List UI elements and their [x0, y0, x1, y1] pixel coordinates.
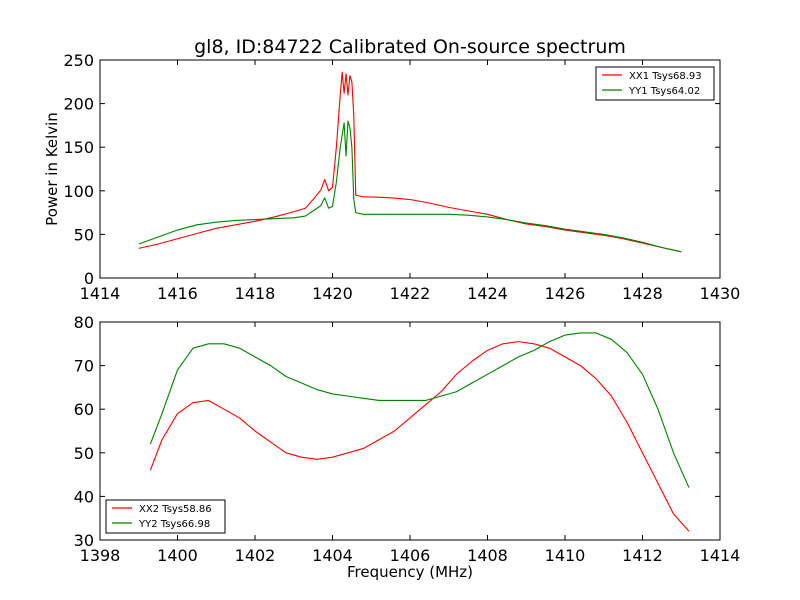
- top-series-line-1: [138, 71, 682, 253]
- top-x-tick-label: 1422: [390, 284, 431, 303]
- top-y-tick-label: 250: [63, 51, 94, 70]
- bottom-legend-box: [105, 499, 226, 534]
- bottom-x-tick-label: 1408: [467, 546, 508, 565]
- top-y-tick-label: 150: [63, 138, 94, 157]
- bottom-x-tick-label: 1400: [157, 546, 198, 565]
- bottom-legend: XX2 Tsys58.86 YY2 Tsys66.98: [105, 499, 226, 534]
- bottom-x-tick-label: 1402: [235, 546, 276, 565]
- chart-title: gl8, ID:84722 Calibrated On-source spect…: [194, 36, 626, 58]
- top-legend-label-1: XX1 Tsys68.93: [629, 71, 702, 82]
- bottom-y-tick-label: 70: [74, 357, 94, 376]
- top-y-tick-label: 200: [63, 95, 94, 114]
- bottom-y-tick-label: 30: [74, 531, 94, 550]
- bottom-y-tick-label: 50: [74, 444, 94, 463]
- top-y-tick-label: 100: [63, 182, 94, 201]
- bottom-y-tick-label: 60: [74, 400, 94, 419]
- bottom-x-tick-label: 1412: [622, 546, 663, 565]
- bottom-legend-label-1: XX2 Tsys58.86: [139, 504, 212, 515]
- top-x-tick-label: 1418: [235, 284, 276, 303]
- bottom-x-tick-label: 1414: [700, 546, 741, 565]
- bottom-x-tick-label: 1410: [545, 546, 586, 565]
- top-x-tick-label: 1424: [467, 284, 508, 303]
- bottom-legend-label-2: YY2 Tsys66.98: [138, 519, 210, 530]
- top-x-tick-label: 1428: [622, 284, 663, 303]
- top-legend: XX1 Tsys68.93 YY1 Tsys64.02: [595, 66, 715, 101]
- top-x-tick-label: 1414: [80, 284, 121, 303]
- bottom-y-tick-label: 40: [74, 487, 94, 506]
- top-plot: 1414 1416 1418 1420 1422 1424 1426 1428 1430 0 50 1…: [43, 51, 740, 303]
- top-y-tick-label: 0: [84, 269, 94, 288]
- bottom-series-line-1: [149, 341, 690, 532]
- top-legend-box: [595, 66, 715, 101]
- top-x-tick-label: 1430: [700, 284, 741, 303]
- bottom-x-tick-label: 1404: [312, 546, 353, 565]
- top-legend-label-2: YY1 Tsys64.02: [628, 86, 700, 97]
- top-x-tick-label: 1426: [545, 284, 586, 303]
- bottom-series-line-2: [149, 332, 690, 488]
- top-y-tick-label: 50: [74, 225, 94, 244]
- top-x-tick-label: 1420: [312, 284, 353, 303]
- bottom-y-tick-label: 80: [74, 313, 94, 332]
- top-x-tick-label: 1416: [157, 284, 198, 303]
- bottom-x-tick-label: 1406: [390, 546, 431, 565]
- bottom-x-axis-label: Frequency (MHz): [347, 563, 473, 581]
- bottom-plot: 1398 1400 1402 1404 1406 1408 1410 1412 1414 30 40…: [74, 313, 741, 581]
- top-series-line-2: [138, 120, 682, 253]
- top-y-axis-label: Power in Kelvin: [43, 112, 61, 226]
- bottom-x-tick-label: 1398: [80, 546, 121, 565]
